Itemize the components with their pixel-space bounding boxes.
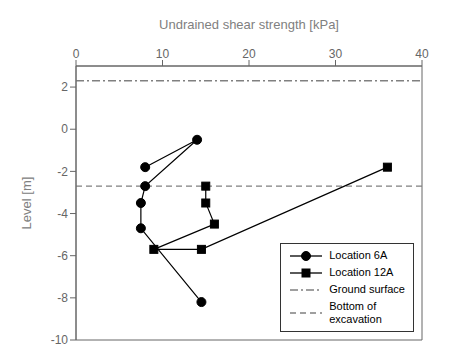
svg-text:-8: -8 [57, 291, 68, 305]
html-text:Ground surface: Ground surface [329, 283, 405, 295]
svg-text:30: 30 [329, 47, 343, 61]
svg-text:-10: -10 [51, 333, 69, 347]
svg-text:-2: -2 [57, 165, 68, 179]
svg-text:Level [m]: Level [m] [19, 177, 34, 230]
svg-text:10: 10 [156, 47, 170, 61]
html-text:Location 12A: Location 12A [329, 266, 394, 278]
html-text:Location 6A: Location 6A [329, 249, 388, 261]
svg-text:2: 2 [61, 80, 68, 94]
html-text:Bottom of excavation: Bottom of excavation [329, 300, 382, 325]
svg-text:-6: -6 [57, 249, 68, 263]
svg-text:40: 40 [415, 47, 429, 61]
svg-text:-4: -4 [57, 207, 68, 221]
svg-text:Undrained shear strength [kPa]: Undrained shear strength [kPa] [159, 17, 339, 32]
svg-text:0: 0 [73, 47, 80, 61]
svg-text:20: 20 [242, 47, 256, 61]
svg-text:0: 0 [61, 122, 68, 136]
